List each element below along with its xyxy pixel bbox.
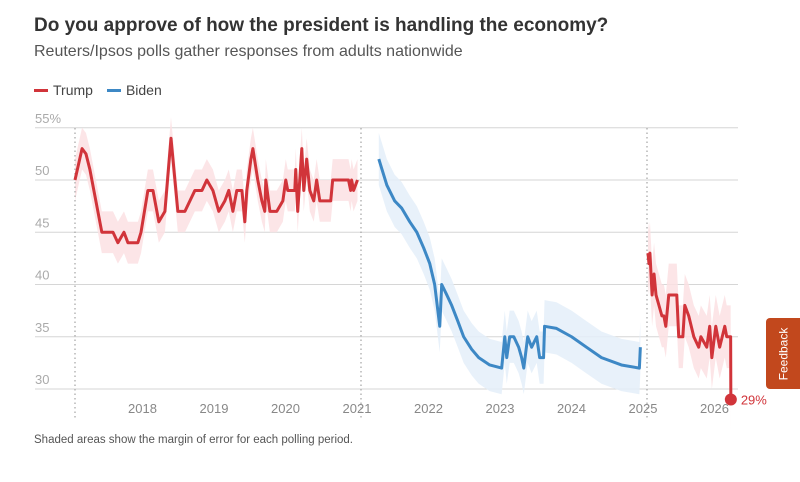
x-tick-label: 2023	[486, 401, 515, 416]
series-line-biden	[377, 158, 642, 370]
x-tick-label: 2019	[200, 401, 229, 416]
margin-of-error-band-biden	[378, 132, 641, 395]
legend-swatch-trump	[34, 88, 48, 92]
footnote: Shaded areas show the margin of error fo…	[34, 434, 353, 446]
chart-subtitle: Reuters/Ipsos polls gather responses fro…	[34, 43, 463, 60]
feedback-button[interactable]: Feedback	[766, 318, 800, 389]
legend-item-trump: Trump	[34, 82, 93, 98]
margin-of-error-band-trump	[647, 221, 731, 431]
x-tick-label: 2020	[271, 401, 300, 416]
legend-label-trump: Trump	[53, 82, 93, 98]
x-tick-label: 2018	[128, 401, 157, 416]
x-tick-label: 2021	[343, 401, 372, 416]
series-line-trump	[73, 136, 359, 245]
x-tick-label: 2022	[414, 401, 443, 416]
x-tick-label: 2025	[629, 401, 658, 416]
feedback-label: Feedback	[776, 327, 791, 380]
latest-value-label: 29%	[741, 392, 767, 407]
y-tick-label: 40	[35, 268, 49, 283]
margin-of-error-band-trump	[75, 117, 358, 264]
chart-title: Do you approve of how the president is h…	[34, 15, 609, 36]
y-tick-label: 55%	[35, 111, 61, 126]
legend-item-biden: Biden	[106, 82, 162, 98]
y-tick-label: 35	[35, 320, 49, 335]
legend: Trump Biden	[34, 82, 162, 98]
legend-swatch-biden	[106, 88, 121, 92]
latest-value-dot	[724, 393, 737, 406]
legend-label-biden: Biden	[125, 82, 162, 98]
x-tick-label: 2024	[557, 401, 586, 416]
x-tick-label: 2026	[700, 401, 729, 416]
y-tick-label: 45	[35, 215, 49, 230]
series-line-trump	[646, 251, 733, 400]
y-tick-label: 30	[35, 372, 49, 387]
y-tick-label: 50	[35, 163, 49, 178]
